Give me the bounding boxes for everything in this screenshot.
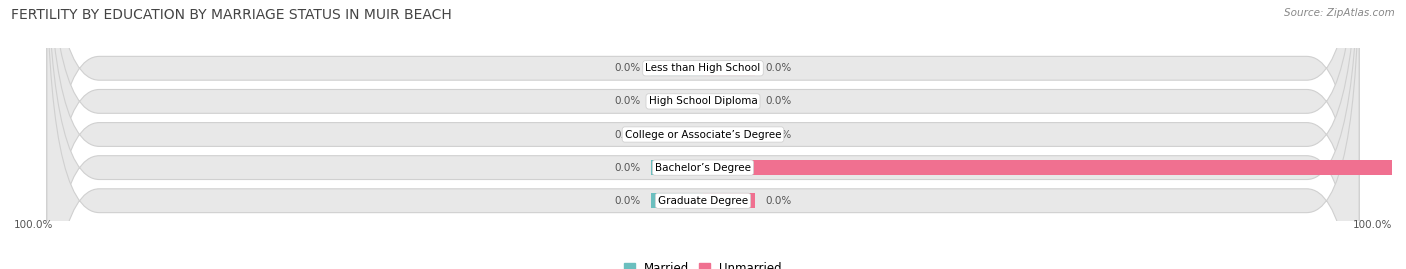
Text: Graduate Degree: Graduate Degree bbox=[658, 196, 748, 206]
Text: Less than High School: Less than High School bbox=[645, 63, 761, 73]
Text: Source: ZipAtlas.com: Source: ZipAtlas.com bbox=[1284, 8, 1395, 18]
Bar bbox=[651, 94, 703, 109]
Bar bbox=[651, 160, 703, 175]
Text: 100.0%: 100.0% bbox=[14, 220, 53, 230]
Text: 0.0%: 0.0% bbox=[765, 196, 792, 206]
Bar bbox=[651, 193, 703, 208]
Bar bbox=[703, 193, 755, 208]
FancyBboxPatch shape bbox=[46, 0, 1360, 269]
Text: 0.0%: 0.0% bbox=[614, 63, 641, 73]
Text: 0.0%: 0.0% bbox=[765, 129, 792, 140]
FancyBboxPatch shape bbox=[46, 0, 1360, 269]
Text: Bachelor’s Degree: Bachelor’s Degree bbox=[655, 162, 751, 173]
Text: 0.0%: 0.0% bbox=[765, 63, 792, 73]
Legend: Married, Unmarried: Married, Unmarried bbox=[620, 258, 786, 269]
FancyBboxPatch shape bbox=[46, 0, 1360, 269]
Bar bbox=[703, 160, 1406, 175]
Text: 0.0%: 0.0% bbox=[614, 96, 641, 107]
FancyBboxPatch shape bbox=[46, 0, 1360, 269]
Text: 100.0%: 100.0% bbox=[1353, 220, 1392, 230]
Bar bbox=[651, 61, 703, 76]
Text: 0.0%: 0.0% bbox=[614, 196, 641, 206]
Bar bbox=[703, 94, 755, 109]
Text: College or Associate’s Degree: College or Associate’s Degree bbox=[624, 129, 782, 140]
Bar bbox=[703, 127, 755, 142]
Text: FERTILITY BY EDUCATION BY MARRIAGE STATUS IN MUIR BEACH: FERTILITY BY EDUCATION BY MARRIAGE STATU… bbox=[11, 8, 451, 22]
Text: 0.0%: 0.0% bbox=[614, 129, 641, 140]
Text: 0.0%: 0.0% bbox=[765, 96, 792, 107]
Bar bbox=[651, 127, 703, 142]
Bar bbox=[703, 61, 755, 76]
Text: High School Diploma: High School Diploma bbox=[648, 96, 758, 107]
FancyBboxPatch shape bbox=[46, 0, 1360, 269]
Text: 0.0%: 0.0% bbox=[614, 162, 641, 173]
